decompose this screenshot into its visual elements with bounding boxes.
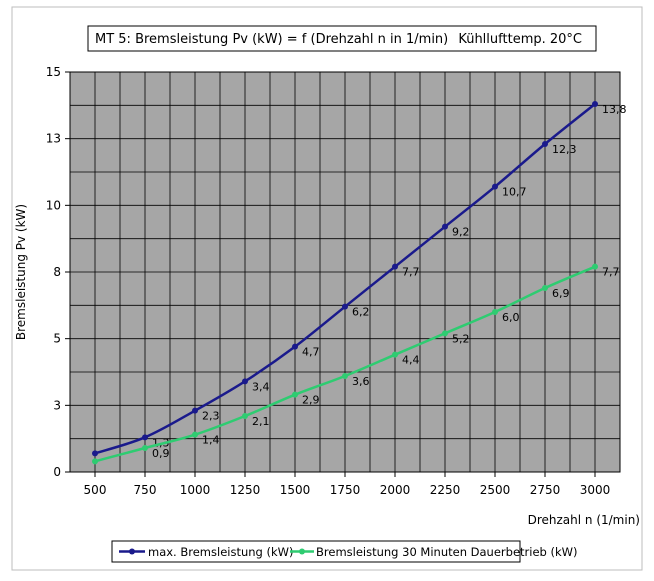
data-point <box>142 445 148 451</box>
data-point <box>292 391 298 398</box>
y-tick-label: 13 <box>46 132 61 146</box>
data-label: 6,2 <box>352 306 370 319</box>
grid <box>70 72 620 472</box>
data-label: 7,7 <box>602 266 620 279</box>
series-layer: 1,32,33,44,76,27,79,210,712,313,80,91,42… <box>92 101 627 465</box>
x-tick-label: 3000 <box>580 483 611 497</box>
x-tick-label: 2750 <box>530 483 561 497</box>
data-label: 9,2 <box>452 226 470 239</box>
legend-label-max: max. Bremsleistung (kW) <box>148 545 294 559</box>
x-axis-title: Drehzahl n (1/min) <box>528 513 640 527</box>
x-axis: 500 750 1000 1250 1500 1750 2000 2250 2500 2750 30… <box>84 472 611 497</box>
chart-title: MT 5: Bremsleistung Pv (kW) = f (Drehzah… <box>95 32 448 47</box>
x-tick-label: 500 <box>84 483 107 497</box>
data-point <box>492 309 498 315</box>
data-label: 3,4 <box>252 380 270 393</box>
data-label: 12,3 <box>552 143 577 156</box>
x-tick-label: 2500 <box>480 483 511 497</box>
series-2: 0,9 1,4 2,1 2,9 3,6 4,4 5,2 6,0 6,9 7,7 <box>92 263 620 465</box>
y-axis: 0 3 5 8 10 13 15 <box>46 65 70 479</box>
x-tick-label: 2000 <box>380 483 411 497</box>
data-label: 4,7 <box>302 346 320 359</box>
data-point <box>392 263 398 270</box>
data-label: 6,0 <box>502 311 520 324</box>
series-line <box>94 103 596 455</box>
legend-marker-continuous <box>299 548 305 555</box>
title-box: MT 5: Bremsleistung Pv (kW) = f (Drehzah… <box>87 25 597 52</box>
data-point <box>242 378 248 385</box>
x-tick-label: 1500 <box>280 483 311 497</box>
cooling-temperature-note: Kühllufttemp. 20°C <box>458 32 582 47</box>
data-label: 4,4 <box>402 354 420 367</box>
data-point <box>242 413 248 419</box>
y-tick-label: 10 <box>46 198 61 212</box>
data-point <box>192 407 198 414</box>
chart-frame <box>11 6 643 571</box>
data-point <box>92 458 98 465</box>
data-point <box>292 343 298 350</box>
y-tick-label: 8 <box>53 265 61 279</box>
legend-label-continuous: Bremsleistung 30 Minuten Dauerbetrieb (k… <box>316 545 577 559</box>
data-point <box>142 434 148 441</box>
data-label: 5,2 <box>452 332 470 345</box>
y-tick-label: 0 <box>53 465 61 479</box>
data-label: 2,9 <box>302 394 320 407</box>
data-point <box>342 373 348 379</box>
x-tick-label: 2250 <box>430 483 461 497</box>
data-label: 10,7 <box>502 186 527 199</box>
data-label: 7,7 <box>402 266 420 279</box>
y-tick-label: 3 <box>53 398 61 412</box>
data-label: 1,4 <box>202 434 220 447</box>
data-point <box>442 330 448 337</box>
data-label: 13,8 <box>602 103 627 116</box>
data-point <box>192 431 198 438</box>
y-tick-label: 15 <box>46 65 61 79</box>
data-point <box>592 101 598 107</box>
data-label: 2,3 <box>202 410 220 423</box>
legend-frame <box>111 540 521 563</box>
data-label: 0,9 <box>152 447 170 460</box>
legend: max. Bremsleistung (kW) Bremsleistung 30… <box>111 540 577 563</box>
data-point <box>342 303 348 310</box>
y-tick-label: 5 <box>53 332 61 346</box>
data-label: 3,6 <box>352 375 370 388</box>
data-point <box>542 285 548 291</box>
x-tick-label: 750 <box>134 483 157 497</box>
data-label: 2,1 <box>252 415 270 428</box>
data-point <box>542 141 548 147</box>
data-point <box>592 263 598 270</box>
legend-marker-max <box>129 548 135 555</box>
y-axis-title: Bremsleistung Pv (kW) <box>14 204 28 340</box>
series-1: 1,32,33,44,76,27,79,210,712,313,8 <box>92 101 627 457</box>
title-box-frame <box>87 25 597 52</box>
data-label: 6,9 <box>552 287 570 300</box>
data-point <box>442 223 448 230</box>
x-tick-label: 1000 <box>180 483 211 497</box>
x-tick-label: 1750 <box>330 483 361 497</box>
x-tick-label: 1250 <box>230 483 261 497</box>
data-point <box>92 450 98 457</box>
data-point <box>392 351 398 358</box>
data-point <box>492 183 498 190</box>
